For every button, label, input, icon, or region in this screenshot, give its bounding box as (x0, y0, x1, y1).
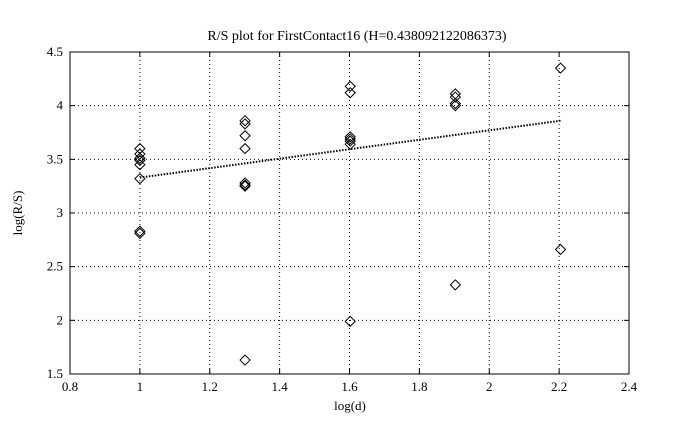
data-point-marker (134, 154, 146, 167)
data-point-marker (554, 243, 567, 256)
y-axis-title: log(R/S) (10, 191, 25, 236)
data-point-marker (449, 91, 462, 103)
data-point-marker (449, 88, 462, 100)
chart-title: R/S plot for FirstContact16 (H=0.4380921… (207, 29, 507, 44)
y-tick-label: 1.5 (47, 366, 63, 381)
x-tick-label: 1 (137, 379, 144, 394)
y-tick-label: 2.5 (47, 259, 63, 274)
data-point-marker (554, 62, 567, 74)
data-point-marker (239, 114, 251, 127)
y-tick-labels: 1.5 2 2.5 3 3.5 4 4.5 (47, 44, 64, 381)
data-points (134, 62, 567, 366)
y-tick-label: 3 (57, 205, 64, 220)
data-point-marker (449, 99, 462, 112)
x-tick-label: 1.4 (272, 379, 289, 394)
data-point-marker (134, 225, 146, 237)
x-tick-label: 0.8 (62, 379, 78, 394)
x-axis-title: log(d) (334, 398, 366, 413)
x-tick-label: 2.2 (551, 379, 567, 394)
data-point-marker (239, 142, 251, 155)
data-point-marker (344, 87, 356, 99)
y-tick-label: 2 (57, 312, 64, 327)
grid-lines (70, 52, 629, 374)
data-point-marker (239, 180, 251, 192)
y-tick-label: 3.5 (47, 151, 63, 166)
data-point-marker (134, 158, 146, 171)
data-point-marker (449, 97, 462, 110)
x-tick-label: 1.8 (411, 379, 427, 394)
x-tick-label: 1.6 (341, 379, 358, 394)
data-point-marker (344, 135, 356, 147)
axis-ticks (69, 51, 630, 375)
data-point-marker (344, 138, 356, 151)
data-point-marker (344, 315, 356, 328)
x-tick-label: 2.4 (621, 379, 638, 394)
data-point-marker (134, 172, 146, 185)
data-point-marker (344, 80, 356, 93)
data-point-marker (239, 354, 251, 366)
data-point-marker (239, 130, 251, 142)
data-point-marker (344, 131, 356, 143)
data-point-marker (134, 227, 146, 240)
data-point-marker (239, 179, 251, 191)
data-point-marker (134, 148, 146, 160)
y-tick-label: 4.5 (47, 44, 63, 59)
x-tick-label: 2 (486, 379, 493, 394)
data-point-marker (239, 177, 251, 189)
data-point-marker (239, 118, 251, 130)
data-point-marker (344, 133, 356, 145)
x-tick-labels: 0.8 1 1.2 1.4 1.6 1.8 2 2.2 2.4 (62, 379, 638, 394)
y-tick-label: 4 (57, 98, 64, 113)
x-tick-label: 1.2 (202, 379, 218, 394)
data-point-marker (134, 152, 146, 164)
data-point-marker (449, 279, 462, 291)
